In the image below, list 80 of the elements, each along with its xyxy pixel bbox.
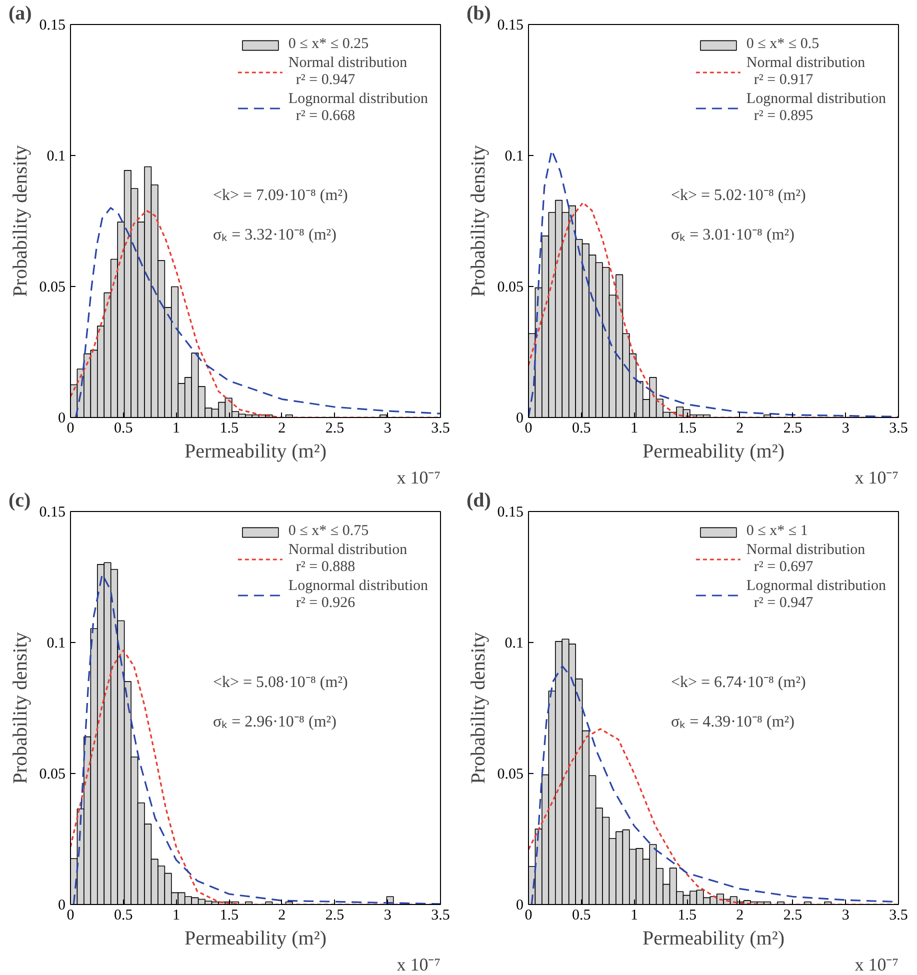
legend-label: Normal distribution r² = 0.888 <box>288 542 408 576</box>
legend-label: 0 ≤ x* ≤ 1 <box>746 523 808 540</box>
text: x 10⁻⁷ <box>396 468 441 488</box>
x-tick-label: 2.5 <box>783 908 802 924</box>
annotation: <k> = 6.74·10⁻⁸ (m²) <box>670 674 806 691</box>
x-axis-title: Permeability (m²) <box>642 928 785 950</box>
y-tick-label: 0.05 <box>497 280 524 296</box>
legend-label: 0 ≤ x* ≤ 0.75 <box>288 523 369 540</box>
x-axis-title: Permeability (m²) <box>184 440 327 462</box>
legend-label: Lognormal distribution r² = 0.926 <box>288 578 428 612</box>
x-tick-label: 3.5 <box>431 420 450 436</box>
x-tick-label: 2 <box>736 420 744 436</box>
legend-label: Lognormal distribution r² = 0.668 <box>288 91 428 125</box>
y-axis-title: Probability density <box>9 145 32 297</box>
x-tick-label: 1 <box>630 420 638 436</box>
annotation: σₖ = 2.96·10⁻⁸ (m²) <box>212 713 336 730</box>
chart-title: (a) <box>8 2 32 24</box>
x-tick-label: 3.5 <box>431 908 450 924</box>
y-tick-label: 0 <box>58 898 66 914</box>
legend-label: Normal distribution r² = 0.697 <box>746 542 866 576</box>
x-axis-title: Permeability (m²) <box>184 928 327 950</box>
annotation: <k> = 7.09·10⁻⁸ (m²) <box>212 186 348 204</box>
x-tick-label: 0.5 <box>114 420 133 436</box>
x-tick-label: 0.5 <box>114 908 133 924</box>
x-tick-label: 0.5 <box>572 908 591 924</box>
x-axis-title: Permeability (m²) <box>642 440 785 462</box>
legend-label: Normal distribution r² = 0.947 <box>288 55 408 89</box>
y-tick-label: 0 <box>58 410 66 426</box>
chart-title: (b) <box>466 2 491 24</box>
x-tick-label: 2.5 <box>325 908 344 924</box>
legend-label: Lognormal distribution r² = 0.895 <box>746 91 886 125</box>
y-tick-label: 0.15 <box>39 18 66 34</box>
y-tick-label: 0.05 <box>39 766 66 782</box>
chart-title: (d) <box>466 490 491 512</box>
y-tick-label: 0.05 <box>497 766 524 782</box>
annotation: σₖ = 4.39·10⁻⁸ (m²) <box>670 713 794 730</box>
text: x 10⁻⁷ <box>396 954 441 974</box>
annotation: σₖ = 3.32·10⁻⁸ (m²) <box>212 226 336 244</box>
x-tick-label: 3 <box>384 420 392 436</box>
x-tick-label: 1.5 <box>220 420 238 436</box>
y-tick-label: 0.05 <box>39 280 66 296</box>
x-tick-label: 2.5 <box>783 420 802 436</box>
x-tick-label: 1.5 <box>678 908 696 924</box>
text: x 10⁻⁷ <box>854 954 899 974</box>
x-tick-label: 1 <box>172 420 180 436</box>
y-tick-label: 0.1 <box>504 636 524 652</box>
chart-title: (c) <box>8 490 31 512</box>
y-tick-label: 0.15 <box>497 18 524 34</box>
x-tick-label: 3.5 <box>889 420 908 436</box>
legend-label: 0 ≤ x* ≤ 0.25 <box>288 36 369 53</box>
annotation: σₖ = 3.01·10⁻⁸ (m²) <box>670 226 794 244</box>
x-tick-label: 0.5 <box>572 420 591 436</box>
x-tick-label: 1.5 <box>220 908 238 924</box>
x-tick-label: 3.5 <box>889 908 908 924</box>
y-tick-label: 0.1 <box>46 148 66 164</box>
annotation: <k> = 5.08·10⁻⁸ (m²) <box>212 674 348 691</box>
x-tick-label: 2 <box>736 908 744 924</box>
y-tick-label: 0 <box>516 410 524 426</box>
y-tick-label: 0.15 <box>497 504 524 520</box>
x-tick-label: 2.5 <box>325 420 344 436</box>
x-tick-label: 3 <box>842 420 850 436</box>
y-tick-label: 0 <box>516 898 524 914</box>
x-tick-label: 1 <box>172 908 180 924</box>
x-tick-label: 1.5 <box>678 420 696 436</box>
y-tick-label: 0.1 <box>504 148 524 164</box>
y-tick-label: 0.1 <box>46 636 66 652</box>
legend-label: 0 ≤ x* ≤ 0.5 <box>746 36 820 53</box>
annotation: <k> = 5.02·10⁻⁸ (m²) <box>670 186 806 204</box>
x-tick-label: 2 <box>278 908 286 924</box>
legend-label: Lognormal distribution r² = 0.947 <box>746 578 886 612</box>
y-axis-title: Probability density <box>467 632 490 784</box>
text: x 10⁻⁷ <box>854 468 899 488</box>
x-tick-label: 3 <box>384 908 392 924</box>
x-tick-label: 3 <box>842 908 850 924</box>
x-tick-label: 2 <box>278 420 286 436</box>
x-tick-label: 1 <box>630 908 638 924</box>
y-axis-title: Probability density <box>467 145 490 297</box>
legend-label: Normal distribution r² = 0.917 <box>746 55 866 89</box>
y-tick-label: 0.15 <box>39 504 66 520</box>
y-axis-title: Probability density <box>9 632 32 784</box>
